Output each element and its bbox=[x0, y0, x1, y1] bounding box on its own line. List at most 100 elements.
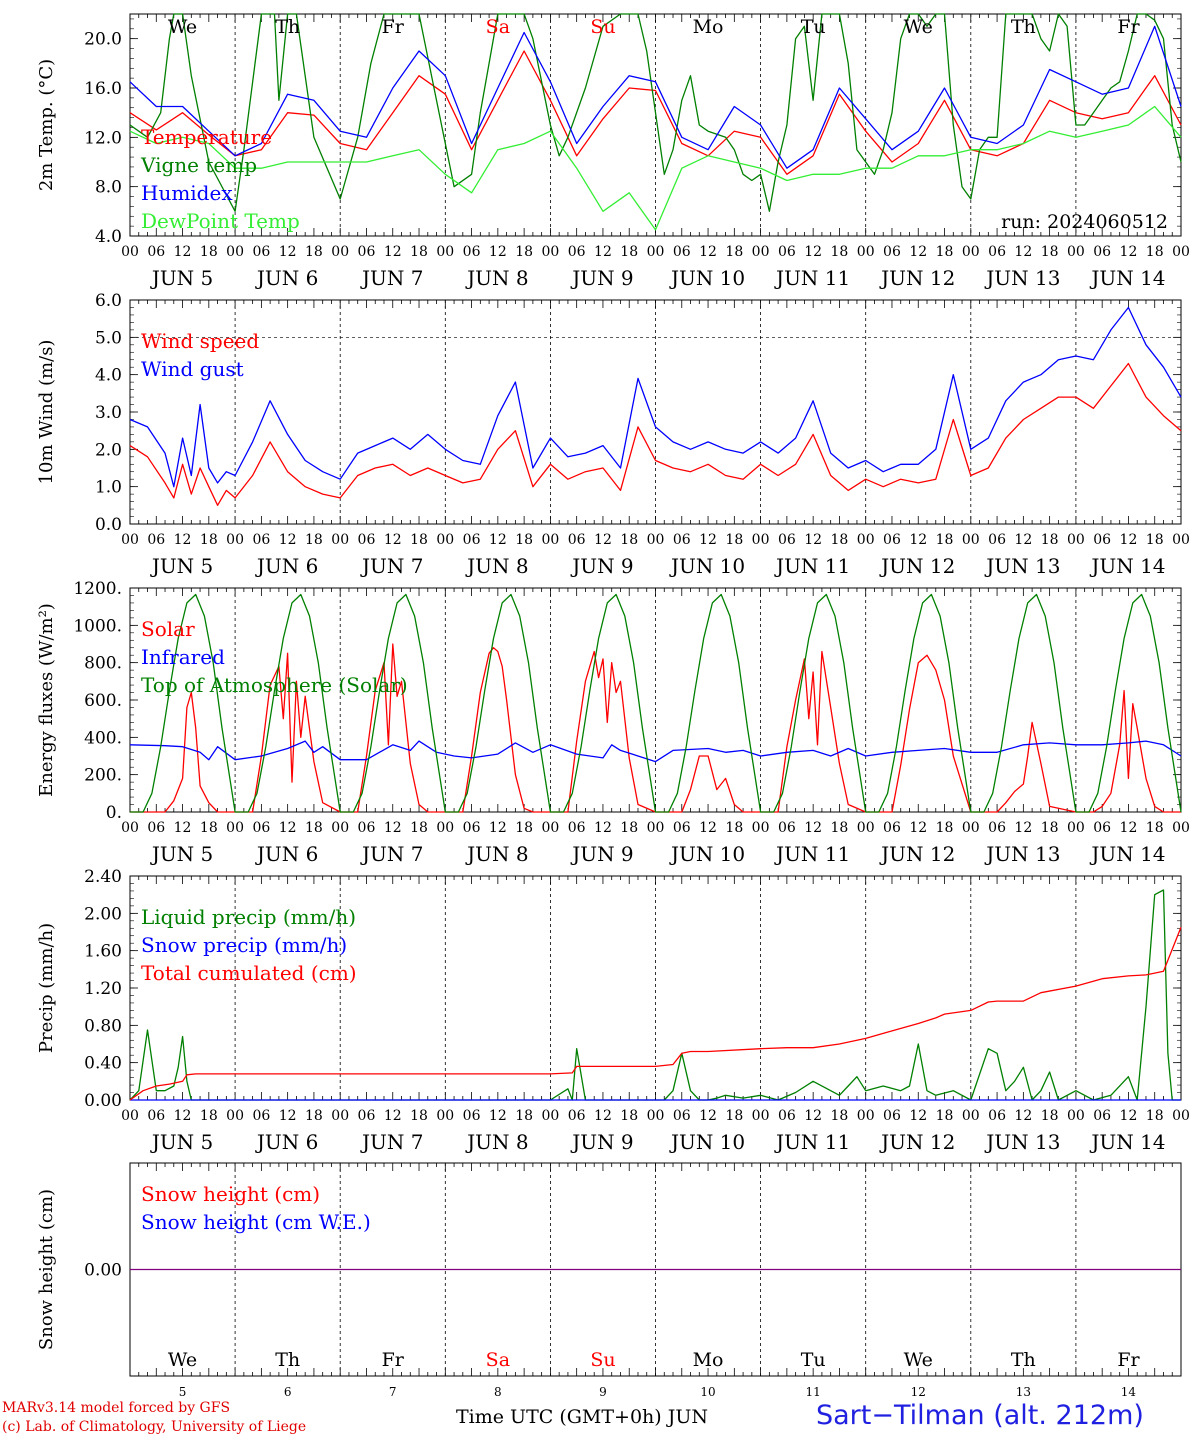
hour-tick-label: 06 bbox=[1093, 244, 1111, 260]
hour-tick-label: 18 bbox=[410, 244, 428, 260]
hour-tick-label: 00 bbox=[436, 244, 454, 260]
series-line-wind-gust bbox=[129, 306, 1182, 488]
hour-tick-label: 12 bbox=[1014, 244, 1032, 260]
date-label: JUN 8 bbox=[465, 554, 528, 578]
legend-entry: Humidex bbox=[141, 181, 233, 205]
hour-tick-label: 12 bbox=[804, 1108, 822, 1124]
hour-tick-label: 06 bbox=[568, 244, 586, 260]
station-label: Sart−Tilman (alt. 212m) bbox=[816, 1400, 1144, 1431]
hour-tick-label: 06 bbox=[147, 532, 165, 548]
hour-tick-label: 06 bbox=[883, 244, 901, 260]
hour-tick-label: 12 bbox=[384, 244, 402, 260]
hour-tick-label: 18 bbox=[831, 244, 849, 260]
panel-5: 0.00 Snow height (cm) Snow height (cm) Snow… bbox=[36, 1162, 1182, 1399]
legend-entry: Temperature bbox=[141, 125, 272, 149]
hour-tick-label: 06 bbox=[673, 820, 691, 836]
y-tick-label: 1200. bbox=[73, 579, 122, 599]
y-axis-label: 2m Temp. (°C) bbox=[36, 59, 57, 191]
y-tick-label: 2.00 bbox=[84, 904, 122, 924]
hour-tick-label: 00 bbox=[647, 244, 665, 260]
y-tick-label: 8.0 bbox=[95, 178, 122, 198]
y-tick-label: 1.0 bbox=[95, 478, 122, 498]
hour-tick-label: 00 bbox=[752, 244, 770, 260]
hour-tick-label: 06 bbox=[883, 532, 901, 548]
hour-tick-label: 12 bbox=[594, 820, 612, 836]
y-axis-label: Snow height (cm) bbox=[36, 1189, 57, 1350]
hour-tick-label: 12 bbox=[699, 532, 717, 548]
hour-tick-label: 06 bbox=[147, 820, 165, 836]
y-tick-label: 12.0 bbox=[84, 128, 122, 148]
hour-tick-label: 18 bbox=[936, 1108, 954, 1124]
hour-tick-label: 18 bbox=[620, 532, 638, 548]
series-line-vigne-temp bbox=[129, 13, 1182, 212]
hour-tick-label: 06 bbox=[147, 244, 165, 260]
date-label: JUN 8 bbox=[465, 1130, 528, 1154]
date-label: JUN 6 bbox=[255, 266, 318, 290]
hour-tick-label: 00 bbox=[331, 532, 349, 548]
weekday-label: Mo bbox=[693, 16, 724, 38]
weekday-label: Mo bbox=[693, 1349, 724, 1371]
date-label: JUN 5 bbox=[150, 266, 213, 290]
date-label: JUN 11 bbox=[774, 266, 850, 290]
y-tick-label: 20.0 bbox=[84, 30, 122, 50]
hour-tick-label: 00 bbox=[541, 820, 559, 836]
y-tick-label: 0.00 bbox=[84, 1261, 122, 1281]
hour-tick-label: 18 bbox=[725, 244, 743, 260]
series-line-infrared bbox=[129, 740, 1182, 763]
hour-tick-label: 18 bbox=[305, 532, 323, 548]
hour-tick-label: 00 bbox=[857, 1108, 875, 1124]
date-label: JUN 5 bbox=[150, 1130, 213, 1154]
weekday-label: Fr bbox=[382, 16, 405, 38]
hour-tick-label: 18 bbox=[515, 820, 533, 836]
date-label: JUN 10 bbox=[669, 842, 745, 866]
hour-tick-label: 12 bbox=[384, 820, 402, 836]
y-axis-label: Precip (mm/h) bbox=[36, 923, 57, 1053]
weekday-label: Th bbox=[1011, 1349, 1036, 1371]
hour-tick-label: 00 bbox=[436, 820, 454, 836]
hour-tick-label: 06 bbox=[778, 1108, 796, 1124]
hour-tick-label: 12 bbox=[1014, 532, 1032, 548]
hour-tick-label: 00 bbox=[1172, 820, 1190, 836]
hour-tick-label: 06 bbox=[673, 532, 691, 548]
hour-tick-label: 06 bbox=[778, 532, 796, 548]
hour-tick-label: 12 bbox=[489, 820, 507, 836]
date-label: JUN 7 bbox=[360, 266, 423, 290]
hour-tick-label: 18 bbox=[200, 820, 218, 836]
panel-3: 0. 200. 400. 600. 800. 1000. 1200. Energy fluxe… bbox=[36, 579, 1190, 866]
y-tick-label: 4.0 bbox=[95, 366, 122, 386]
weekday-label: Th bbox=[275, 16, 300, 38]
y-tick-label: 0.40 bbox=[84, 1054, 122, 1074]
hour-tick-label: 18 bbox=[620, 1108, 638, 1124]
date-label: JUN 6 bbox=[255, 554, 318, 578]
hour-tick-label: 00 bbox=[1172, 532, 1190, 548]
series-line-wind-speed bbox=[129, 362, 1182, 506]
hour-tick-label: 00 bbox=[226, 820, 244, 836]
date-label: JUN 14 bbox=[1089, 842, 1165, 866]
hour-tick-label: 00 bbox=[121, 244, 139, 260]
hour-tick-label: 06 bbox=[1093, 1108, 1111, 1124]
hour-tick-label: 00 bbox=[436, 532, 454, 548]
hour-tick-label: 12 bbox=[279, 820, 297, 836]
hour-tick-label: 12 bbox=[1120, 532, 1138, 548]
hour-tick-label: 12 bbox=[489, 244, 507, 260]
hour-tick-label: 18 bbox=[831, 1108, 849, 1124]
hour-tick-label: 06 bbox=[988, 244, 1006, 260]
date-label: JUN 14 bbox=[1089, 554, 1165, 578]
day-number-label: 5 bbox=[179, 1385, 187, 1399]
hour-tick-label: 00 bbox=[962, 1108, 980, 1124]
date-label: JUN 12 bbox=[879, 842, 955, 866]
weekday-label: Su bbox=[590, 1349, 615, 1371]
legend-entry: Solar bbox=[141, 617, 195, 641]
date-label: JUN 13 bbox=[984, 842, 1060, 866]
date-label: JUN 9 bbox=[570, 266, 633, 290]
hour-tick-label: 18 bbox=[620, 244, 638, 260]
hour-tick-label: 06 bbox=[358, 244, 376, 260]
legend-entry: DewPoint Temp bbox=[141, 209, 300, 233]
hour-tick-label: 06 bbox=[673, 244, 691, 260]
hour-tick-label: 12 bbox=[1120, 1108, 1138, 1124]
hour-tick-label: 12 bbox=[594, 1108, 612, 1124]
hour-tick-label: 00 bbox=[752, 532, 770, 548]
hour-tick-label: 00 bbox=[1067, 244, 1085, 260]
hour-tick-label: 00 bbox=[541, 1108, 559, 1124]
y-tick-label: 5.0 bbox=[95, 328, 122, 348]
